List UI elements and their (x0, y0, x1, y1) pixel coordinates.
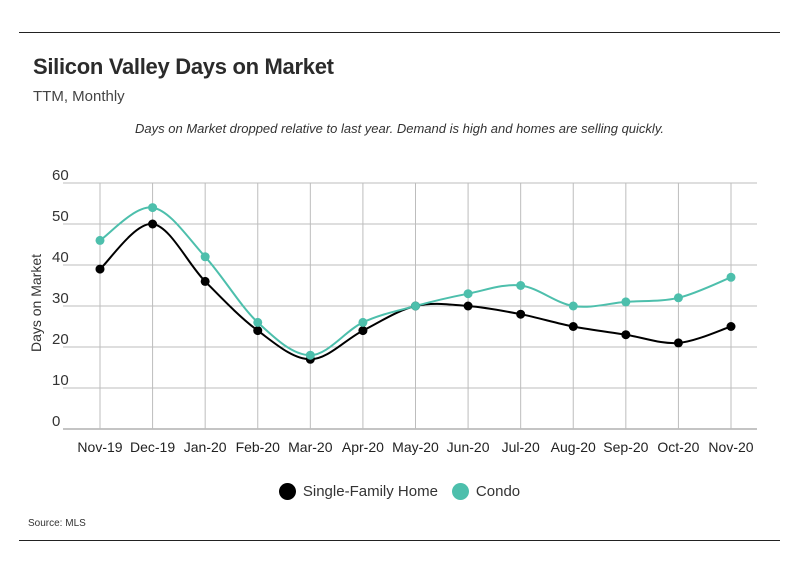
legend-item-single-family[interactable]: Single-Family Home (278, 483, 438, 500)
data-point-condo[interactable] (358, 317, 368, 327)
y-tick-label: 60 (52, 167, 69, 184)
series-points (95, 203, 736, 364)
data-point-condo[interactable] (621, 297, 631, 307)
x-tick-labels: Nov-19 Dec-19 Jan-20 Feb-20 Mar-20 Apr-20 May-… (77, 439, 753, 455)
x-tick-label: Nov-20 (708, 439, 753, 455)
x-tick-label: Jul-20 (502, 439, 540, 455)
y-tick-label: 30 (52, 290, 69, 307)
data-point-single-family-home[interactable] (253, 326, 263, 336)
top-rule (19, 32, 780, 33)
data-point-single-family-home[interactable] (673, 338, 683, 348)
chart-note: Days on Market dropped relative to last … (135, 121, 664, 136)
data-point-single-family-home[interactable] (463, 301, 473, 311)
data-point-condo[interactable] (95, 235, 105, 245)
x-tick-label: Feb-20 (236, 439, 281, 455)
x-tick-label: Aug-20 (551, 439, 596, 455)
data-point-condo[interactable] (516, 281, 526, 290)
data-point-single-family-home[interactable] (148, 219, 158, 229)
legend-marker-single-family (278, 483, 296, 500)
data-point-condo[interactable] (305, 350, 315, 360)
legend-label-condo: Condo (475, 483, 521, 500)
data-point-single-family-home[interactable] (358, 326, 368, 336)
x-tick-label: Dec-19 (130, 439, 175, 455)
y-axis-label: Days on Market (28, 254, 44, 352)
x-tick-label: May-20 (392, 439, 439, 455)
source-note: Source: MLS (28, 518, 86, 529)
data-point-condo[interactable] (673, 293, 683, 303)
chart-subtitle: TTM, Monthly (33, 88, 125, 105)
y-tick-labels: 0 10 20 30 40 50 60 (52, 167, 69, 430)
y-tick-label: 0 (52, 413, 60, 430)
data-point-single-family-home[interactable] (568, 322, 578, 331)
data-point-single-family-home[interactable] (516, 309, 526, 319)
x-tick-label: Sep-20 (603, 439, 648, 455)
x-tick-label: Jun-20 (447, 439, 490, 455)
data-point-condo[interactable] (411, 301, 420, 311)
legend-marker-condo (451, 483, 469, 500)
y-tick-label: 20 (52, 331, 69, 348)
y-tick-label: 40 (52, 249, 69, 266)
x-tick-label: Apr-20 (342, 439, 384, 455)
legend-item-condo[interactable]: Condo (451, 483, 521, 500)
grid (63, 182, 757, 430)
data-point-single-family-home[interactable] (621, 330, 631, 340)
data-point-condo[interactable] (253, 317, 263, 327)
data-point-single-family-home[interactable] (726, 322, 736, 331)
x-tick-label: Jan-20 (184, 439, 227, 455)
data-point-condo[interactable] (568, 301, 578, 311)
x-tick-label: Mar-20 (288, 439, 333, 455)
data-point-condo[interactable] (148, 203, 158, 213)
data-point-condo[interactable] (200, 252, 210, 262)
chart-title: Silicon Valley Days on Market (33, 54, 334, 79)
y-tick-label: 10 (52, 372, 69, 389)
legend: Single-Family Home Condo (0, 483, 799, 500)
bottom-rule (19, 540, 780, 541)
data-point-condo[interactable] (726, 272, 736, 282)
data-point-single-family-home[interactable] (200, 276, 210, 286)
x-tick-label: Nov-19 (77, 439, 122, 455)
y-tick-label: 50 (52, 208, 69, 225)
data-point-condo[interactable] (463, 289, 473, 299)
data-point-single-family-home[interactable] (95, 264, 105, 274)
legend-label-single-family: Single-Family Home (302, 483, 438, 500)
x-tick-label: Oct-20 (657, 439, 699, 455)
